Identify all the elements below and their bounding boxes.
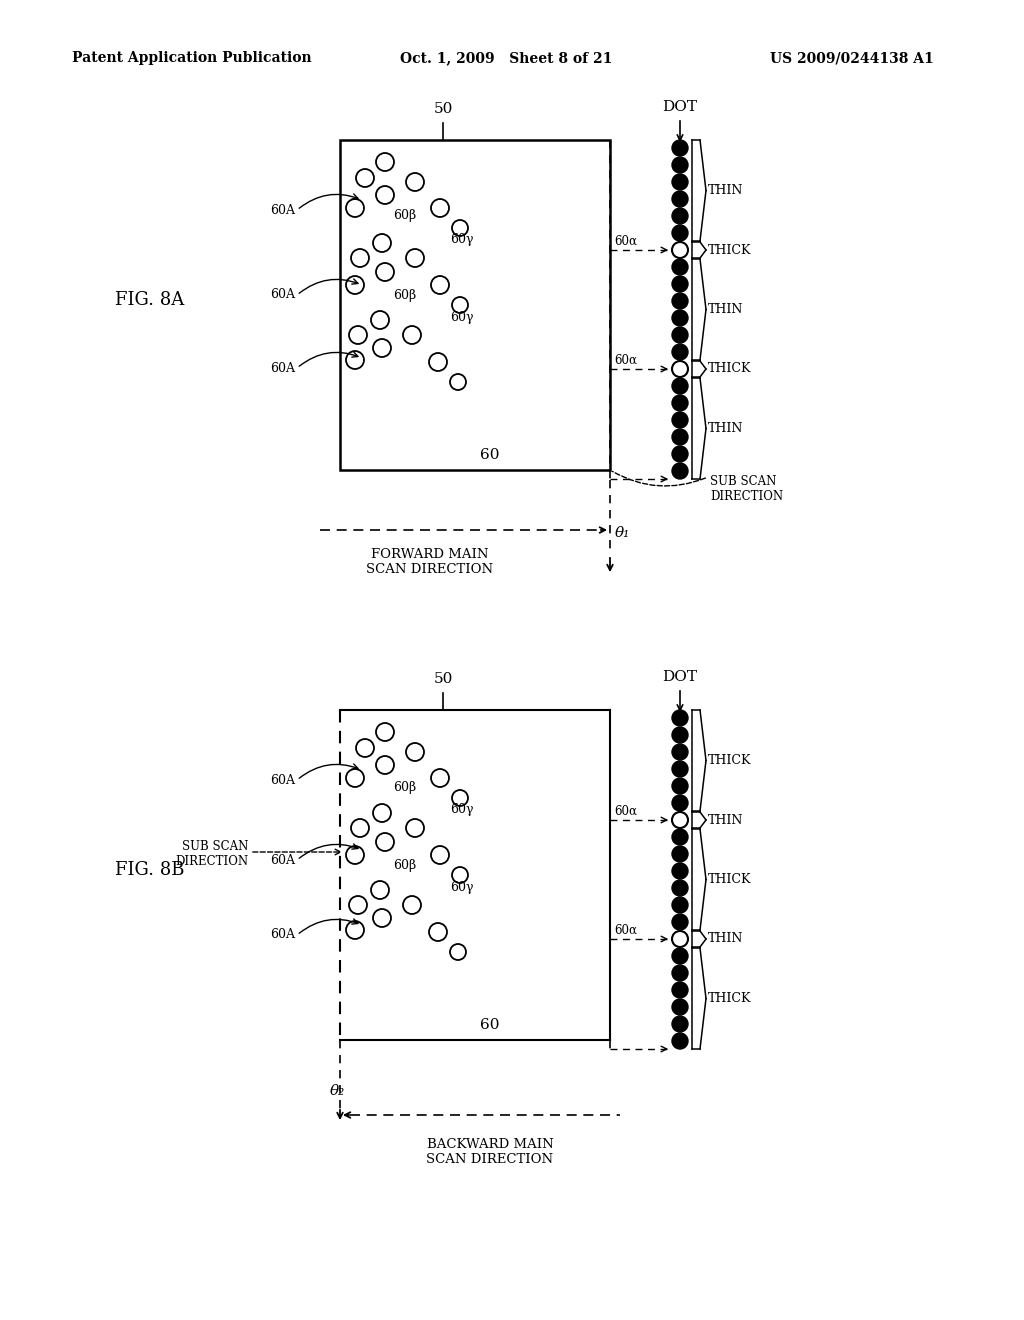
Circle shape xyxy=(672,395,688,411)
Text: DOT: DOT xyxy=(663,671,697,684)
Bar xyxy=(340,140,610,470)
Circle shape xyxy=(672,345,688,360)
Text: 60β: 60β xyxy=(393,289,416,301)
Text: 60γ: 60γ xyxy=(450,234,473,247)
Text: DOT: DOT xyxy=(663,100,697,114)
Text: THICK: THICK xyxy=(708,873,752,886)
Circle shape xyxy=(672,174,688,190)
Text: 60A: 60A xyxy=(270,362,295,375)
Circle shape xyxy=(672,1016,688,1032)
Text: 60α: 60α xyxy=(614,805,637,818)
Text: 60α: 60α xyxy=(614,235,637,248)
Circle shape xyxy=(672,795,688,810)
Circle shape xyxy=(672,1034,688,1049)
Circle shape xyxy=(672,762,688,777)
Circle shape xyxy=(672,812,688,828)
Circle shape xyxy=(672,259,688,275)
Circle shape xyxy=(672,999,688,1015)
Circle shape xyxy=(672,863,688,879)
Text: 60A: 60A xyxy=(270,774,295,787)
Text: US 2009/0244138 A1: US 2009/0244138 A1 xyxy=(770,51,934,65)
Text: SUB SCAN
DIRECTION: SUB SCAN DIRECTION xyxy=(175,840,248,869)
Text: 60β: 60β xyxy=(393,209,416,222)
Circle shape xyxy=(672,777,688,795)
Text: 50: 50 xyxy=(433,672,453,686)
Circle shape xyxy=(672,463,688,479)
Text: THICK: THICK xyxy=(708,243,752,256)
Text: BACKWARD MAIN
SCAN DIRECTION: BACKWARD MAIN SCAN DIRECTION xyxy=(426,1138,554,1166)
Text: THIN: THIN xyxy=(708,932,743,945)
Circle shape xyxy=(672,429,688,445)
Text: THICK: THICK xyxy=(708,754,752,767)
Circle shape xyxy=(672,880,688,896)
Text: 60α: 60α xyxy=(614,924,637,937)
Text: 50: 50 xyxy=(433,102,453,116)
Text: 60γ: 60γ xyxy=(450,804,473,817)
Text: 60α: 60α xyxy=(614,354,637,367)
Circle shape xyxy=(672,224,688,242)
Text: 60A: 60A xyxy=(270,854,295,866)
Circle shape xyxy=(672,982,688,998)
Text: THIN: THIN xyxy=(708,813,743,826)
Circle shape xyxy=(672,948,688,964)
Text: θ₂: θ₂ xyxy=(330,1084,345,1098)
Circle shape xyxy=(672,744,688,760)
Text: 60: 60 xyxy=(480,1018,500,1032)
Circle shape xyxy=(672,965,688,981)
Circle shape xyxy=(672,846,688,862)
Text: 60β: 60β xyxy=(393,858,416,871)
Text: 60γ: 60γ xyxy=(450,882,473,895)
Circle shape xyxy=(672,293,688,309)
Circle shape xyxy=(672,209,688,224)
Circle shape xyxy=(672,327,688,343)
Text: 60A: 60A xyxy=(270,203,295,216)
Text: THICK: THICK xyxy=(708,993,752,1005)
Circle shape xyxy=(672,276,688,292)
Text: θ₁: θ₁ xyxy=(615,525,630,540)
Text: 60: 60 xyxy=(480,447,500,462)
Circle shape xyxy=(672,157,688,173)
Text: THIN: THIN xyxy=(708,304,743,315)
Circle shape xyxy=(672,710,688,726)
Circle shape xyxy=(672,412,688,428)
Circle shape xyxy=(672,191,688,207)
Text: 60A: 60A xyxy=(270,928,295,941)
Circle shape xyxy=(672,446,688,462)
Text: SUB SCAN
DIRECTION: SUB SCAN DIRECTION xyxy=(710,475,783,503)
Text: 60A: 60A xyxy=(270,289,295,301)
Circle shape xyxy=(672,913,688,931)
Text: 60β: 60β xyxy=(393,781,416,795)
Text: 60γ: 60γ xyxy=(450,312,473,325)
Circle shape xyxy=(672,310,688,326)
Text: THIN: THIN xyxy=(708,422,743,436)
Circle shape xyxy=(672,829,688,845)
Text: THICK: THICK xyxy=(708,363,752,375)
Circle shape xyxy=(672,378,688,393)
Text: FORWARD MAIN
SCAN DIRECTION: FORWARD MAIN SCAN DIRECTION xyxy=(367,548,494,576)
Text: Patent Application Publication: Patent Application Publication xyxy=(72,51,311,65)
Circle shape xyxy=(672,360,688,378)
Circle shape xyxy=(672,727,688,743)
Text: FIG. 8B: FIG. 8B xyxy=(115,861,184,879)
Text: THIN: THIN xyxy=(708,183,743,197)
Text: FIG. 8A: FIG. 8A xyxy=(115,290,184,309)
Circle shape xyxy=(672,140,688,156)
Circle shape xyxy=(672,242,688,257)
Circle shape xyxy=(672,898,688,913)
Circle shape xyxy=(672,931,688,946)
Text: Oct. 1, 2009   Sheet 8 of 21: Oct. 1, 2009 Sheet 8 of 21 xyxy=(400,51,612,65)
